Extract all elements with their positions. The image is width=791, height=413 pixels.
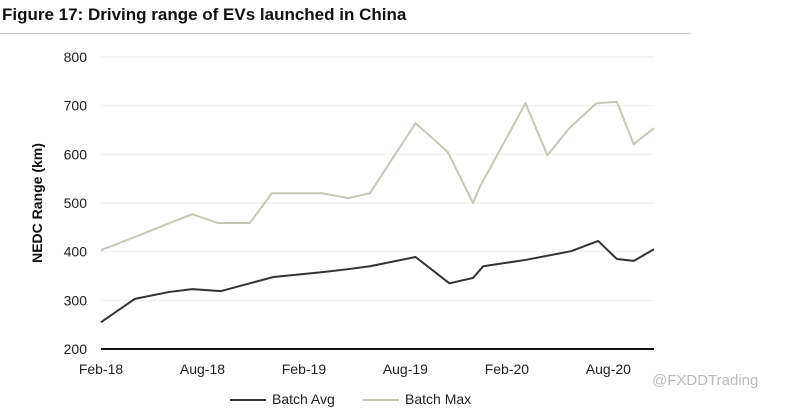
y-tick-label: 200 (64, 341, 88, 357)
chart-title: Figure 17: Driving range of EVs launched… (2, 5, 407, 24)
y-tick-label: 600 (64, 146, 88, 162)
x-tick-label: Feb-19 (282, 361, 327, 377)
y-tick-label: 500 (64, 195, 88, 211)
x-tick-label: Aug-20 (586, 361, 631, 377)
legend-swatch (230, 399, 266, 402)
legend-swatch (363, 399, 399, 402)
y-axis-label: NEDC Range (km) (29, 143, 45, 263)
title-divider (0, 33, 690, 34)
legend-item-batch-max: Batch Max (363, 391, 471, 407)
x-tick-label: Feb-18 (79, 361, 124, 377)
y-tick-label: 800 (64, 49, 88, 65)
series-line-batch-avg (100, 239, 655, 324)
legend-label: Batch Max (405, 391, 472, 407)
y-tick-label: 300 (64, 292, 88, 308)
x-tick-label: Feb-20 (485, 361, 530, 377)
legend-label: Batch Avg (272, 391, 335, 407)
y-tick-label: 700 (64, 98, 88, 114)
series-line-batch-max (100, 100, 655, 252)
x-tick-label: Aug-19 (383, 361, 428, 377)
legend-item-batch-avg: Batch Avg (230, 391, 335, 407)
x-tick-label: Aug-18 (180, 361, 225, 377)
y-tick-label: 400 (64, 244, 88, 260)
watermark: @FXDDTrading (652, 372, 759, 389)
